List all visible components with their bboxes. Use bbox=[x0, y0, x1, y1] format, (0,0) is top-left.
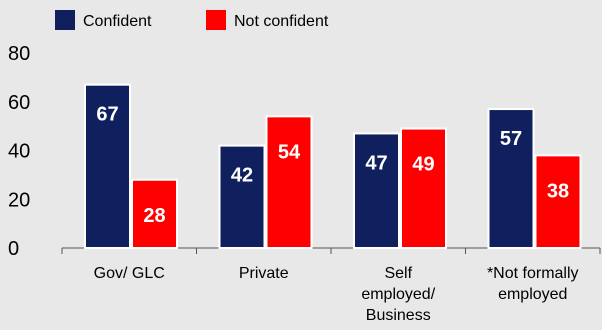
bar-not-confident bbox=[400, 127, 447, 249]
bar-value-label: 67 bbox=[96, 104, 118, 126]
bar-value-label: 42 bbox=[231, 165, 253, 187]
y-tick-label: 0 bbox=[8, 238, 19, 260]
bar-value-label: 54 bbox=[278, 141, 301, 163]
value-labels: 67 42 47 57 28 54 49 38 bbox=[96, 104, 569, 227]
x-tick-label-line: Business bbox=[366, 307, 431, 324]
x-axis: Gov/ GLC Private Self employed/Business *Not… bbox=[61, 247, 601, 324]
legend: Confident Not confident bbox=[55, 10, 329, 30]
bar-value-label: 49 bbox=[412, 154, 434, 176]
x-tick-label-line: *Not formally bbox=[487, 265, 579, 282]
legend-label-confident: Confident bbox=[83, 13, 152, 30]
legend-label-not-confident: Not confident bbox=[234, 13, 329, 30]
legend-swatch-not-confident bbox=[206, 10, 226, 30]
y-tick-label: 40 bbox=[8, 141, 30, 163]
y-axis: 0 20 40 60 80 bbox=[8, 43, 30, 260]
x-tick-label: *Not formally employed bbox=[487, 265, 579, 303]
bar-not-confident bbox=[265, 115, 313, 249]
x-tick-label-line: Gov/ GLC bbox=[94, 265, 165, 282]
bar-value-label: 47 bbox=[365, 152, 387, 174]
x-tick-label-line: employed/ bbox=[361, 286, 435, 303]
bars bbox=[84, 83, 582, 249]
y-tick-label: 20 bbox=[8, 189, 30, 211]
bar-value-label: 38 bbox=[547, 180, 569, 202]
bar-confident bbox=[353, 132, 400, 249]
x-tick-label-line: Self bbox=[384, 265, 412, 282]
y-tick-label: 60 bbox=[8, 92, 30, 114]
bar-confident bbox=[487, 108, 535, 249]
bar-value-label: 57 bbox=[500, 128, 522, 150]
x-tick-label-line: employed bbox=[498, 286, 567, 303]
x-tick-label: Private bbox=[239, 265, 289, 282]
legend-swatch-confident bbox=[55, 10, 75, 30]
bar-confident bbox=[218, 144, 266, 249]
bar-confident bbox=[84, 83, 131, 249]
bar-value-label: 28 bbox=[143, 205, 165, 227]
y-tick-label: 80 bbox=[8, 43, 30, 65]
x-tick-label: Gov/ GLC bbox=[94, 265, 165, 282]
x-tick-label-line: Private bbox=[239, 265, 289, 282]
x-tick-label: Self employed/Business bbox=[361, 265, 435, 324]
bar-not-confident bbox=[131, 178, 178, 249]
bar-not-confident bbox=[534, 154, 582, 249]
